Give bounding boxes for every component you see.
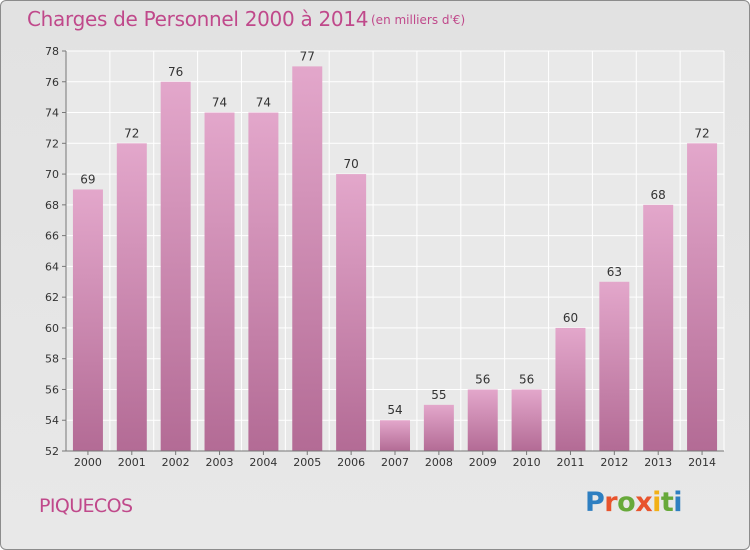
logo-letter: P [585, 487, 605, 518]
bar-value-label: 74 [212, 96, 227, 110]
y-tick-label: 60 [45, 322, 59, 335]
y-tick-label: 68 [45, 199, 59, 212]
bar-value-label: 68 [651, 188, 666, 202]
bar [72, 189, 103, 451]
bar-value-label: 56 [519, 372, 534, 386]
y-tick-label: 66 [45, 230, 59, 243]
bars: 69 72 76 74 74 77 70 54 55 56 56 60 63 68 72 [72, 49, 718, 452]
logo-letter: o [617, 487, 636, 518]
bar [248, 112, 279, 452]
x-tick-label: 2010 [513, 456, 541, 469]
bar [687, 143, 718, 452]
bar-value-label: 54 [387, 403, 402, 417]
y-tick-label: 52 [45, 445, 59, 458]
axes: 52 54 56 58 60 62 64 66 68 70 72 74 76 78 2000 2001 2002… [45, 45, 724, 469]
y-tick-label: 56 [45, 383, 59, 396]
x-tick-label: 2004 [249, 456, 277, 469]
bar [599, 281, 630, 451]
logo-letter: x [635, 487, 653, 518]
bar-value-label: 55 [431, 388, 446, 402]
bar [555, 327, 586, 451]
x-tick-label: 2013 [644, 456, 672, 469]
bar-value-label: 56 [475, 372, 490, 386]
x-tick-label: 2014 [688, 456, 716, 469]
bar [116, 143, 147, 452]
x-tick-label: 2003 [206, 456, 234, 469]
chart-unit-note: (en milliers d'€) [371, 13, 466, 27]
logo-letter: t [660, 487, 674, 518]
bar-value-label: 69 [80, 172, 95, 186]
logo-letter: i [652, 487, 661, 518]
proxiti-logo: Proxiti [585, 487, 683, 518]
bar [511, 389, 542, 451]
y-tick-label: 72 [45, 137, 59, 150]
bar-value-label: 70 [343, 157, 358, 171]
bar [160, 81, 191, 452]
bar-value-label: 76 [168, 65, 183, 79]
x-tick-label: 2000 [74, 456, 102, 469]
y-tick-label: 76 [45, 76, 59, 89]
y-tick-label: 62 [45, 291, 59, 304]
bar [336, 174, 367, 452]
bar [467, 389, 498, 451]
bar-value-label: 72 [694, 126, 709, 140]
y-tick-label: 78 [45, 45, 59, 58]
bar-value-label: 63 [607, 265, 622, 279]
x-tick-label: 2002 [162, 456, 190, 469]
x-tick-label: 2005 [293, 456, 321, 469]
bar [423, 404, 454, 451]
bar-value-label: 77 [300, 49, 315, 63]
commune-name: PIQUECOS [39, 495, 133, 517]
x-tick-label: 2011 [556, 456, 584, 469]
logo-letter: r [604, 487, 618, 518]
chart-title: Charges de Personnel 2000 à 2014 [27, 7, 369, 31]
bar [380, 420, 410, 451]
logo-letter: i [673, 487, 683, 518]
bar-value-label: 60 [563, 311, 578, 325]
bar [643, 204, 674, 451]
x-tick-label: 2012 [600, 456, 628, 469]
x-tick-label: 2006 [337, 456, 365, 469]
bar [292, 66, 323, 451]
y-tick-label: 54 [45, 414, 59, 427]
x-tick-label: 2001 [118, 456, 146, 469]
x-tick-label: 2008 [425, 456, 453, 469]
y-tick-label: 74 [45, 107, 59, 120]
bar [204, 112, 235, 452]
y-tick-label: 58 [45, 353, 59, 366]
bar-value-label: 72 [124, 126, 139, 140]
y-tick-label: 64 [45, 260, 59, 273]
y-tick-label: 70 [45, 168, 59, 181]
x-tick-label: 2007 [381, 456, 409, 469]
x-tick-label: 2009 [469, 456, 497, 469]
bar-value-label: 74 [256, 96, 271, 110]
